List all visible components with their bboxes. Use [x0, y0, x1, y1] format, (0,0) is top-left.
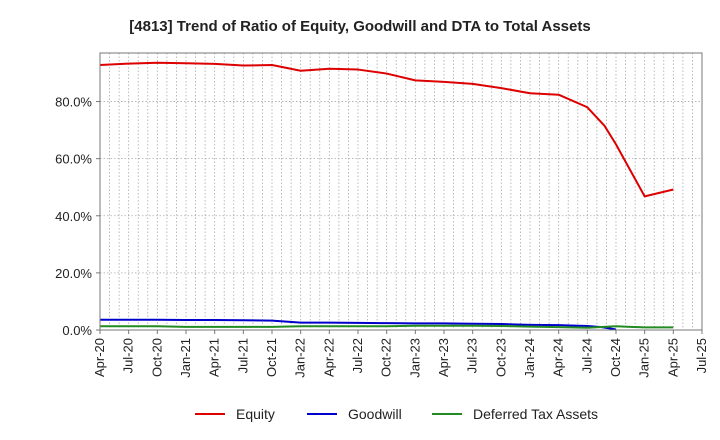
- series-line-goodwill: [100, 318, 617, 331]
- x-tick-label: Apr-21: [207, 338, 222, 377]
- x-tick-label: Jul-23: [465, 338, 480, 373]
- legend-label: Deferred Tax Assets: [473, 406, 598, 422]
- legend-label: Goodwill: [348, 406, 402, 422]
- x-tick-label: Jan-25: [637, 338, 652, 378]
- x-tick-label: Oct-23: [493, 338, 508, 377]
- x-tick-label: Jan-22: [293, 338, 308, 378]
- legend-label: Equity: [236, 406, 275, 422]
- x-tick-label: Jul-25: [694, 338, 709, 373]
- y-axis-ticks: 0.0% 20.0% 40.0% 60.0% 80.0%: [55, 95, 100, 338]
- chart-title: [4813] Trend of Ratio of Equity, Goodwil…: [129, 18, 590, 35]
- x-tick-label: Oct-21: [264, 338, 279, 377]
- x-axis-ticks: Apr-20 Jul-20 Oct-20 Jan-21 Apr-21 Jul-21 Oct-…: [92, 330, 709, 378]
- x-tick-label: Oct-24: [608, 338, 623, 377]
- y-tick-label: 60.0%: [55, 152, 92, 167]
- x-tick-label: Apr-24: [551, 338, 566, 377]
- x-tick-label: Oct-20: [149, 338, 164, 377]
- x-tick-label: Apr-22: [321, 338, 336, 377]
- x-tick-label: Jul-21: [235, 338, 250, 373]
- grid-lines: [99, 53, 703, 331]
- x-tick-label: Jan-24: [522, 338, 537, 378]
- legend: Equity Goodwill Deferred Tax Assets: [195, 406, 598, 422]
- x-tick-label: Jul-22: [350, 338, 365, 373]
- x-tick-label: Jul-24: [579, 338, 594, 373]
- y-tick-label: 80.0%: [55, 95, 92, 110]
- series-line-equity: [99, 61, 674, 198]
- x-tick-label: Apr-25: [665, 338, 680, 377]
- x-tick-label: Apr-23: [436, 338, 451, 377]
- y-tick-label: 0.0%: [62, 323, 92, 338]
- series-lines: [99, 61, 674, 331]
- series-line-deferred-tax-assets: [100, 324, 674, 329]
- x-tick-label: Apr-20: [92, 338, 107, 377]
- plot-area-frame: [99, 52, 703, 331]
- x-tick-label: Jan-21: [178, 338, 193, 378]
- x-tick-label: Oct-22: [379, 338, 394, 377]
- x-tick-label: Jan-23: [407, 338, 422, 378]
- x-tick-label: Jul-20: [121, 338, 136, 373]
- y-tick-label: 20.0%: [55, 266, 92, 281]
- y-tick-label: 40.0%: [55, 209, 92, 224]
